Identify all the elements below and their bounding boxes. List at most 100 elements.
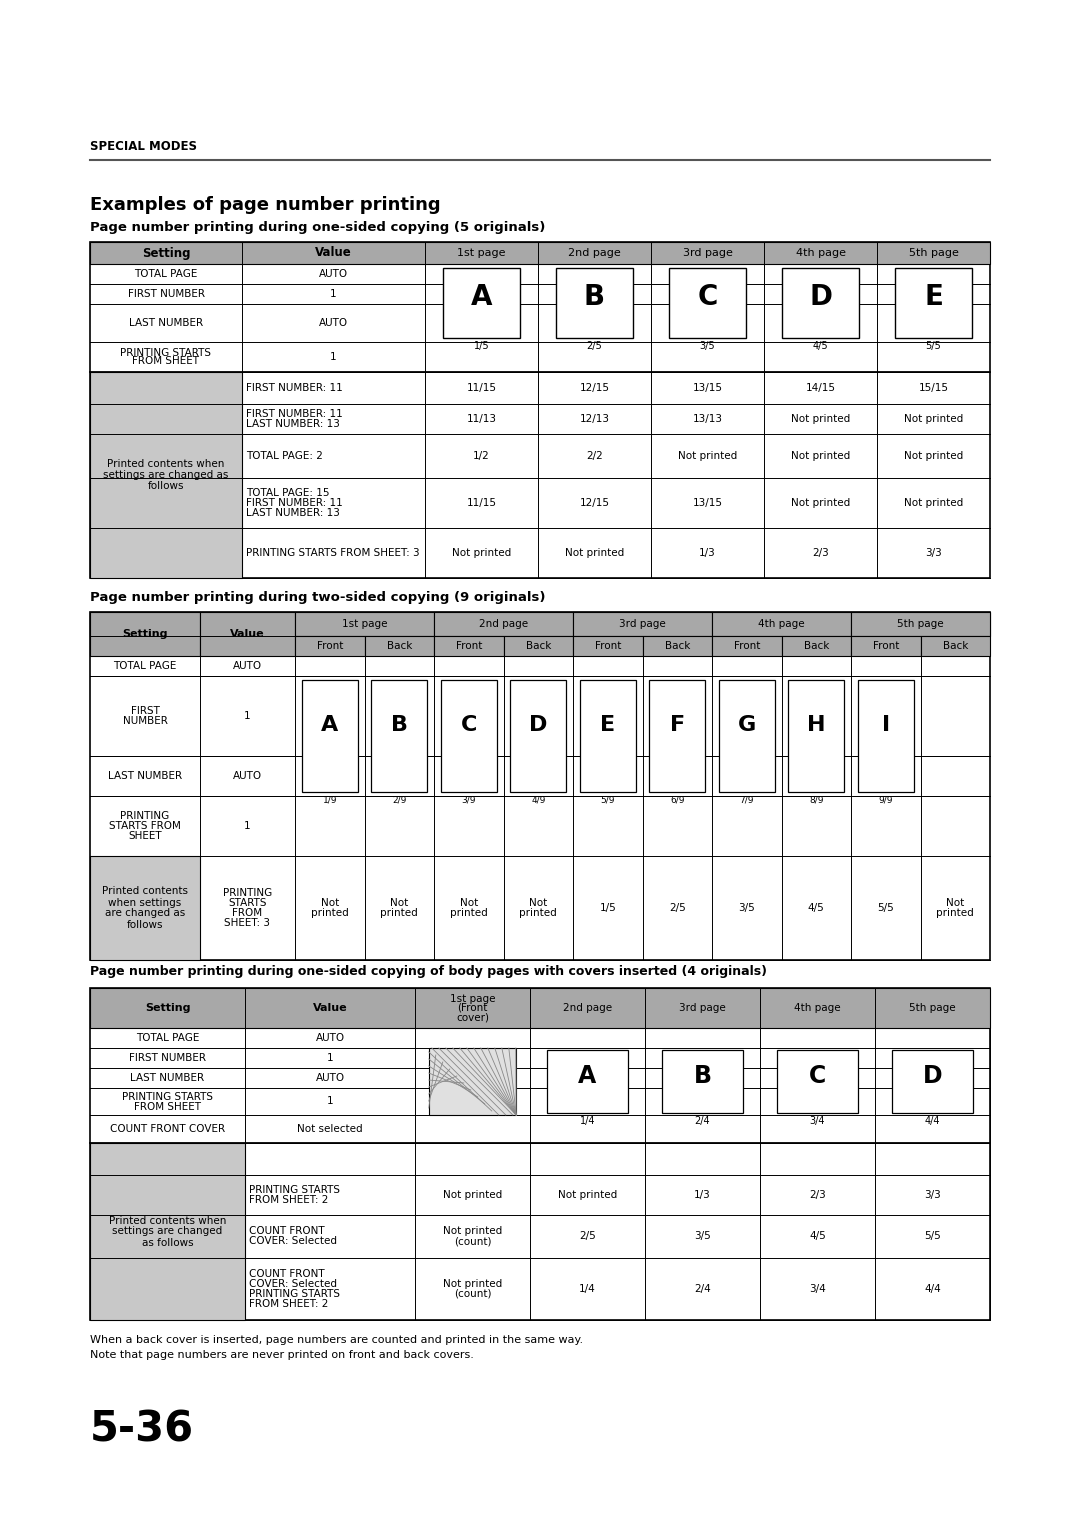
Bar bbox=[719, 680, 774, 792]
Text: 1/5: 1/5 bbox=[474, 341, 489, 351]
Text: Not printed: Not printed bbox=[678, 451, 738, 461]
Text: FROM SHEET: FROM SHEET bbox=[133, 356, 200, 367]
Text: 5th page: 5th page bbox=[897, 619, 944, 630]
Text: Not printed: Not printed bbox=[443, 1227, 502, 1236]
Text: 1/9: 1/9 bbox=[323, 796, 337, 805]
Text: COVER: Selected: COVER: Selected bbox=[249, 1279, 337, 1290]
Text: Not printed: Not printed bbox=[451, 549, 511, 558]
Text: 4/9: 4/9 bbox=[531, 796, 545, 805]
Bar bbox=[90, 241, 990, 578]
Text: Front: Front bbox=[873, 642, 899, 651]
Text: Page number printing during two-sided copying (9 originals): Page number printing during two-sided co… bbox=[90, 590, 545, 604]
Text: 13/15: 13/15 bbox=[692, 498, 723, 507]
Text: 5th page: 5th page bbox=[909, 1002, 956, 1013]
Text: printed: printed bbox=[380, 908, 418, 918]
Text: TOTAL PAGE: TOTAL PAGE bbox=[136, 1033, 199, 1044]
Text: 2/3: 2/3 bbox=[809, 1190, 826, 1199]
Text: 3rd page: 3rd page bbox=[683, 248, 732, 258]
Text: AUTO: AUTO bbox=[315, 1033, 345, 1044]
Bar bbox=[892, 1050, 973, 1112]
Text: Not printed: Not printed bbox=[443, 1279, 502, 1290]
Text: 5th page: 5th page bbox=[908, 248, 958, 258]
Bar bbox=[295, 613, 434, 636]
Text: 11/15: 11/15 bbox=[467, 384, 497, 393]
Text: 3/3: 3/3 bbox=[924, 1190, 941, 1199]
Text: 5-36: 5-36 bbox=[90, 1409, 194, 1452]
Text: 4th page: 4th page bbox=[758, 619, 805, 630]
Text: 3rd page: 3rd page bbox=[679, 1002, 726, 1013]
Bar bbox=[573, 613, 712, 636]
Bar bbox=[90, 856, 200, 960]
Text: Note that page numbers are never printed on front and back covers.: Note that page numbers are never printed… bbox=[90, 1351, 474, 1360]
Text: settings are changed as: settings are changed as bbox=[104, 471, 229, 480]
Text: FIRST NUMBER: 11: FIRST NUMBER: 11 bbox=[246, 410, 342, 419]
Text: 3/9: 3/9 bbox=[461, 796, 476, 805]
Text: 1/2: 1/2 bbox=[473, 451, 490, 461]
Bar bbox=[365, 636, 434, 656]
Text: B: B bbox=[584, 283, 605, 312]
Text: are changed as: are changed as bbox=[105, 909, 185, 918]
Bar bbox=[90, 613, 200, 656]
Text: Not printed: Not printed bbox=[904, 414, 963, 423]
Text: AUTO: AUTO bbox=[319, 269, 348, 280]
Bar bbox=[548, 1050, 627, 1112]
Text: D: D bbox=[922, 1065, 943, 1088]
Text: Back: Back bbox=[387, 642, 411, 651]
Text: 8/9: 8/9 bbox=[809, 796, 824, 805]
Text: 1: 1 bbox=[326, 1097, 334, 1106]
Text: A: A bbox=[579, 1065, 596, 1088]
Text: COUNT FRONT: COUNT FRONT bbox=[249, 1227, 325, 1236]
Text: 5/5: 5/5 bbox=[924, 1232, 941, 1241]
Text: Not printed: Not printed bbox=[904, 451, 963, 461]
Bar bbox=[443, 267, 519, 338]
Bar bbox=[90, 371, 242, 578]
Text: LAST NUMBER: LAST NUMBER bbox=[131, 1073, 204, 1083]
Text: PRINTING STARTS: PRINTING STARTS bbox=[249, 1290, 340, 1299]
Bar bbox=[851, 636, 920, 656]
Text: C: C bbox=[460, 715, 477, 735]
Text: 2/9: 2/9 bbox=[392, 796, 406, 805]
Text: 2nd page: 2nd page bbox=[563, 1002, 612, 1013]
Text: Examples of page number printing: Examples of page number printing bbox=[90, 196, 441, 214]
Text: cover): cover) bbox=[456, 1012, 489, 1022]
Bar bbox=[441, 680, 497, 792]
Text: Value: Value bbox=[315, 246, 352, 260]
Text: FROM SHEET: FROM SHEET bbox=[134, 1102, 201, 1111]
Text: COUNT FRONT: COUNT FRONT bbox=[249, 1268, 325, 1279]
Text: FIRST NUMBER: FIRST NUMBER bbox=[127, 289, 204, 299]
Bar bbox=[302, 680, 357, 792]
Text: 4/5: 4/5 bbox=[808, 903, 825, 914]
Text: 15/15: 15/15 bbox=[918, 384, 948, 393]
Text: SPECIAL MODES: SPECIAL MODES bbox=[90, 141, 197, 153]
Text: 1/3: 1/3 bbox=[699, 549, 716, 558]
Bar bbox=[712, 636, 782, 656]
Bar bbox=[90, 241, 990, 264]
Text: A: A bbox=[471, 283, 492, 312]
Text: G: G bbox=[738, 715, 756, 735]
Text: TOTAL PAGE: 15: TOTAL PAGE: 15 bbox=[246, 487, 329, 498]
Bar bbox=[434, 613, 573, 636]
Text: 1st page: 1st page bbox=[449, 995, 496, 1004]
Text: Value: Value bbox=[230, 630, 265, 639]
Bar bbox=[712, 613, 851, 636]
Text: SHEET: SHEET bbox=[129, 831, 162, 840]
Text: 4/5: 4/5 bbox=[812, 341, 828, 351]
Text: 9/9: 9/9 bbox=[878, 796, 893, 805]
Text: 1: 1 bbox=[330, 351, 337, 362]
Text: AUTO: AUTO bbox=[319, 318, 348, 329]
Bar bbox=[778, 1050, 858, 1112]
Text: 5/5: 5/5 bbox=[926, 341, 942, 351]
Text: 2nd page: 2nd page bbox=[568, 248, 621, 258]
Text: A: A bbox=[321, 715, 338, 735]
Text: COUNT FRONT COVER: COUNT FRONT COVER bbox=[110, 1125, 225, 1134]
Text: 3rd page: 3rd page bbox=[619, 619, 666, 630]
Text: 4th page: 4th page bbox=[794, 1002, 841, 1013]
Bar bbox=[429, 1048, 516, 1115]
Bar bbox=[858, 680, 914, 792]
Text: D: D bbox=[809, 283, 832, 312]
Bar bbox=[782, 267, 859, 338]
Text: FIRST: FIRST bbox=[131, 706, 160, 717]
Text: 1: 1 bbox=[326, 1053, 334, 1063]
Text: COVER: Selected: COVER: Selected bbox=[249, 1236, 337, 1247]
Text: 13/13: 13/13 bbox=[692, 414, 723, 423]
